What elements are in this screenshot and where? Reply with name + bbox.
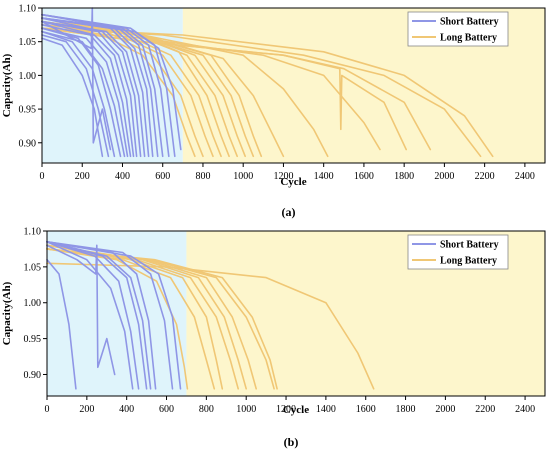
- x-tick-label: 1600: [354, 171, 374, 182]
- x-tick-label: 1400: [314, 171, 334, 182]
- series-layer-b: [46, 241, 375, 390]
- panel-label-b: (b): [284, 435, 299, 449]
- legend-box-b: [407, 234, 509, 270]
- x-tick-label: 2400: [515, 171, 535, 182]
- short-battery-curve-a-10: [41, 20, 146, 158]
- long-battery-curve-b-16: [46, 248, 278, 390]
- short-battery-curve-a-6: [41, 23, 132, 158]
- x-ticks-a: 0 200 400 600 800 1000 1200 1400 1600 1800 2000 220…: [40, 163, 535, 182]
- x-tick-label: 1800: [394, 171, 414, 182]
- panel-label-a: (a): [282, 205, 296, 219]
- short-battery-curve-b-7: [46, 241, 174, 390]
- legend-a: Short Battery Long Battery: [407, 11, 509, 47]
- x-tick-label: 1600: [356, 404, 376, 415]
- short-battery-curve-a-7: [41, 20, 135, 158]
- x-tick-label: 200: [75, 171, 90, 182]
- x-tick-label: 2200: [475, 404, 495, 415]
- long-battery-curve-a-33: [41, 27, 482, 158]
- short-battery-curve-b-0: [46, 258, 77, 390]
- x-tick-label: 1200: [273, 171, 293, 182]
- x-tick-label: 1000: [233, 171, 253, 182]
- y-tick-label: 1.10: [24, 227, 42, 238]
- long-battery-curve-a-30: [41, 27, 381, 151]
- short-battery-curve-a-1: [41, 34, 110, 158]
- long-battery-curve-b-10: [46, 248, 216, 390]
- x-ticks-b: 0 200 400 600 800 1000 1200 1400 1600 1800 2000 220…: [45, 396, 535, 415]
- x-tick-label: 2000: [434, 171, 454, 182]
- x-tick-label: 0: [45, 404, 50, 415]
- x-tick-label: 1400: [316, 404, 336, 415]
- short-battery-curve-a-5: [41, 27, 129, 158]
- y-tick-label: 1.00: [24, 298, 42, 309]
- x-tick-label: 800: [195, 171, 210, 182]
- y-ticks-b: 0.90 0.95 1.00 1.05 1.10: [24, 227, 47, 381]
- x-tick-label: 1800: [396, 404, 416, 415]
- x-tick-label: 400: [119, 404, 134, 415]
- legend-box-a: [407, 11, 509, 47]
- legend-label-long-b: Long Battery: [440, 256, 497, 267]
- y-axis-title-a: Capacity(Ah): [1, 53, 13, 117]
- x-tick-label: 400: [115, 171, 130, 182]
- chart-panel-b: 0 200 400 600 800 1000 1200 1400 1600 1800 2000 220…: [1, 227, 546, 449]
- chart-panel-a: 0 200 400 600 800 1000 1200 1400 1600 1800 2000 220…: [1, 4, 546, 219]
- y-tick-label: 0.90: [24, 370, 42, 381]
- legend-b: Short Battery Long Battery: [407, 234, 509, 270]
- series-layer-a: [41, 7, 494, 158]
- short-battery-curve-b-3: [46, 241, 140, 390]
- x-tick-label: 200: [79, 404, 94, 415]
- y-axis-title-b: Capacity(Ah): [1, 281, 13, 345]
- short-battery-curve-b-5: [46, 241, 152, 390]
- long-battery-curve-a-34: [41, 27, 494, 158]
- x-axis-title-a: Cycle: [280, 176, 306, 188]
- x-tick-label: 1000: [236, 404, 256, 415]
- x-tick-label: 2000: [435, 404, 455, 415]
- x-tick-label: 800: [199, 404, 214, 415]
- y-tick-label: 0.95: [24, 334, 42, 345]
- x-tick-label: 2400: [515, 404, 535, 415]
- legend-label-short-a: Short Battery: [440, 17, 499, 28]
- short-battery-curve-b-2: [46, 241, 134, 390]
- x-axis-title-b: Cycle: [283, 404, 309, 416]
- y-tick-label: 0.90: [19, 138, 37, 149]
- short-battery-curve-a-4: [41, 30, 126, 158]
- plot-frame-a: [41, 7, 546, 164]
- short-battery-curve-b-8: [46, 241, 182, 390]
- y-tick-label: 1.10: [19, 4, 37, 15]
- y-tick-label: 0.95: [19, 105, 37, 116]
- x-tick-label: 600: [159, 404, 174, 415]
- y-tick-label: 1.05: [19, 37, 37, 48]
- legend-label-short-b: Short Battery: [440, 240, 499, 251]
- short-battery-curve-b-1: [46, 244, 116, 376]
- x-tick-label: 1200: [276, 404, 296, 415]
- short-battery-curve-a-8: [41, 20, 138, 158]
- legend-label-long-a: Long Battery: [440, 33, 497, 44]
- plot-frame-b: [46, 230, 546, 397]
- x-tick-label: 0: [40, 171, 45, 182]
- x-tick-label: 2200: [475, 171, 495, 182]
- x-tick-label: 600: [155, 171, 170, 182]
- short-battery-curve-a-14: [41, 17, 164, 158]
- short-battery-curve-a-17: [41, 17, 182, 151]
- y-tick-label: 1.05: [24, 262, 42, 273]
- y-tick-label: 1.00: [19, 71, 37, 82]
- short-battery-curve-a-0: [41, 37, 104, 158]
- y-ticks-a: 0.90 0.95 1.00 1.05 1.10: [19, 4, 42, 149]
